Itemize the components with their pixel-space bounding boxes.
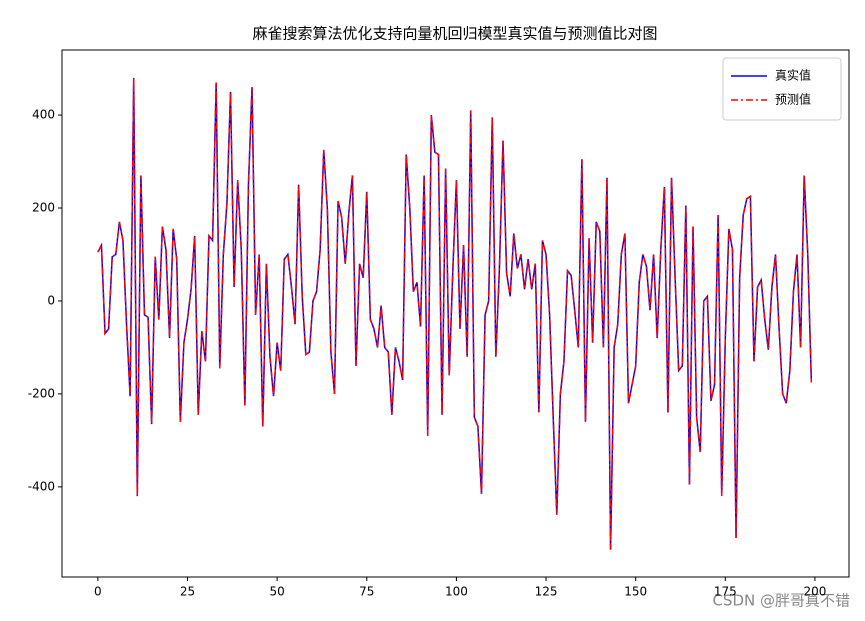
y-tick-label: 400 [32, 108, 55, 122]
y-tick-label: -400 [28, 479, 55, 493]
legend-label: 真实值 [775, 68, 811, 83]
legend-box [722, 57, 842, 121]
x-tick-label: 150 [624, 585, 647, 599]
x-tick-label: 100 [445, 585, 468, 599]
plot-frame [61, 49, 850, 578]
y-tick-label: 200 [32, 201, 55, 215]
x-tick-label: 50 [269, 585, 284, 599]
x-tick-label: 0 [94, 585, 102, 599]
y-tick-label: -200 [28, 386, 55, 400]
x-tick-label: 175 [714, 585, 737, 599]
legend-label: 预测值 [775, 92, 811, 107]
x-tick-label: 125 [535, 585, 558, 599]
x-tick-label: 75 [359, 585, 374, 599]
x-tick-label: 25 [180, 585, 195, 599]
chart-title: 麻雀搜索算法优化支持向量机回归模型真实值与预测值比对图 [252, 25, 657, 43]
x-tick-label: 200 [803, 585, 826, 599]
y-tick-label: 0 [47, 293, 55, 307]
series-line [97, 77, 813, 550]
watermark: CSDN @胖哥真不错 [712, 592, 850, 610]
